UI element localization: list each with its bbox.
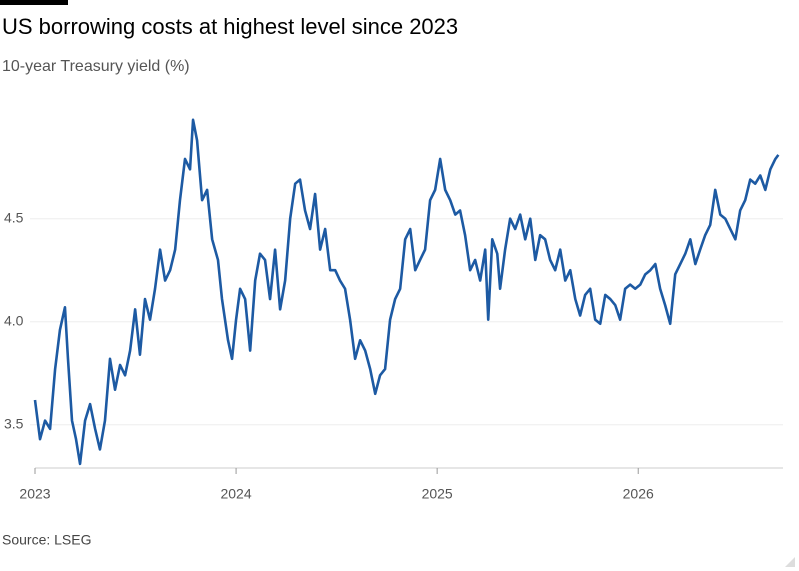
x-tick-label: 2026	[623, 486, 654, 502]
chart-title: US borrowing costs at highest level sinc…	[2, 14, 458, 39]
y-tick-label: 3.5	[4, 415, 24, 431]
source-note: Source: LSEG	[2, 532, 92, 548]
corner-mark	[785, 557, 795, 567]
x-tick-label: 2024	[220, 486, 251, 502]
brand-bar	[0, 0, 68, 5]
chart-subtitle: 10-year Treasury yield (%)	[2, 58, 190, 75]
y-tick-label: 4.5	[4, 209, 24, 225]
y-tick-label: 4.0	[4, 312, 24, 328]
x-tick-label: 2023	[19, 486, 50, 502]
yield-line	[33, 118, 780, 466]
x-tick-label: 2025	[422, 486, 453, 502]
